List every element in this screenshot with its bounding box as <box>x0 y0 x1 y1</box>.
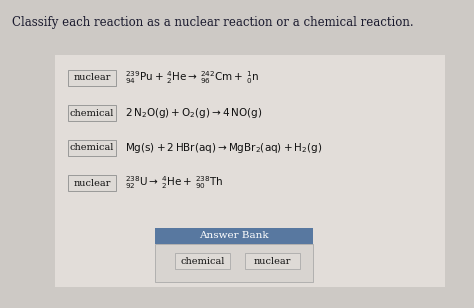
Bar <box>155 228 313 244</box>
FancyBboxPatch shape <box>245 253 300 269</box>
Bar <box>55 55 445 287</box>
Text: $^{238}_{92}\mathrm{U} \rightarrow \,^{4}_{2}\mathrm{He} + \,^{238}_{90}\mathrm{: $^{238}_{92}\mathrm{U} \rightarrow \,^{4… <box>125 175 223 191</box>
Text: $\mathrm{Mg(s) + 2\,HBr(aq) \rightarrow MgBr_2(aq) + H_2(g)}$: $\mathrm{Mg(s) + 2\,HBr(aq) \rightarrow … <box>125 141 322 155</box>
FancyBboxPatch shape <box>68 140 116 156</box>
Text: $2\,\mathrm{N_2O(g) + O_2(g) \rightarrow 4\,NO(g)}$: $2\,\mathrm{N_2O(g) + O_2(g) \rightarrow… <box>125 106 262 120</box>
Text: nuclear: nuclear <box>73 179 111 188</box>
FancyBboxPatch shape <box>68 70 116 86</box>
FancyBboxPatch shape <box>68 105 116 121</box>
Text: nuclear: nuclear <box>73 74 111 83</box>
Text: chemical: chemical <box>180 257 225 265</box>
Text: chemical: chemical <box>70 144 114 152</box>
Text: Classify each reaction as a nuclear reaction or a chemical reaction.: Classify each reaction as a nuclear reac… <box>12 16 414 29</box>
FancyBboxPatch shape <box>175 253 230 269</box>
Text: nuclear: nuclear <box>254 257 291 265</box>
Bar <box>155 244 313 282</box>
FancyBboxPatch shape <box>68 175 116 191</box>
Text: chemical: chemical <box>70 108 114 117</box>
Text: Answer Bank: Answer Bank <box>199 232 269 241</box>
Text: $^{239}_{94}\mathrm{Pu} + \,^{4}_{2}\mathrm{He} \rightarrow \,^{242}_{96}\mathrm: $^{239}_{94}\mathrm{Pu} + \,^{4}_{2}\mat… <box>125 70 259 87</box>
